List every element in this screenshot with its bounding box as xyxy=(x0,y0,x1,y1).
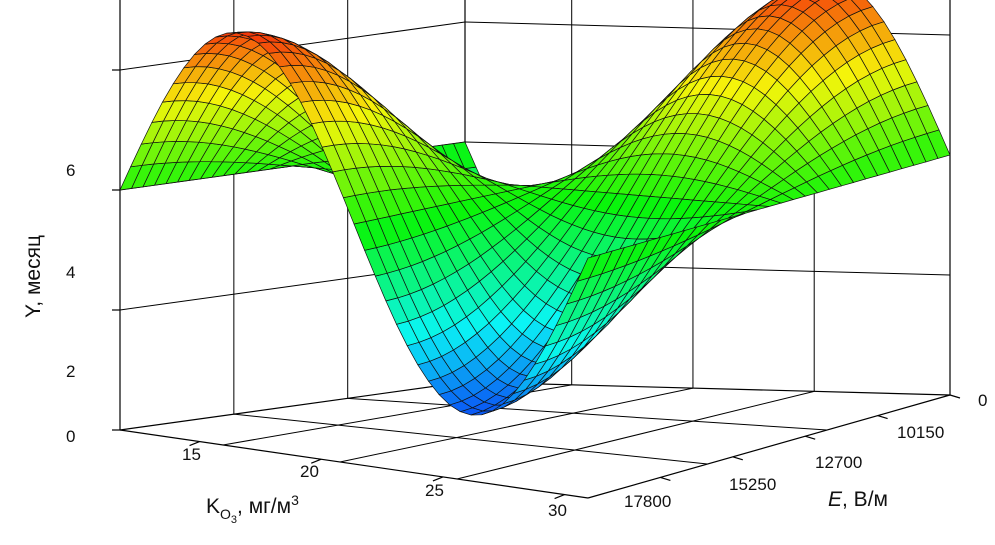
floor-gridline xyxy=(233,413,708,465)
y-tick-mark xyxy=(732,456,743,461)
x-axis-units: , мг/м xyxy=(237,495,291,518)
x-tick-label: 25 xyxy=(425,481,444,500)
y-tick-mark xyxy=(805,435,816,440)
surface-patch xyxy=(576,254,601,282)
z-tick-label: 4 xyxy=(66,263,75,282)
x-tick-label: 15 xyxy=(182,445,201,464)
y-axis: 0 10150 12700 15250 17800 E, В/м xyxy=(624,391,987,511)
y-tick-mark xyxy=(660,476,671,481)
x-tick-mark xyxy=(311,458,322,464)
y-tick-label: 10150 xyxy=(897,423,944,442)
surface-patch xyxy=(236,31,260,37)
y-axis-units: , В/м xyxy=(842,488,888,511)
z-tick-label: 0 xyxy=(66,427,75,446)
y-tick-label: 12700 xyxy=(815,453,862,472)
y-tick-label: 0 xyxy=(978,391,987,410)
floor-front-edge xyxy=(119,429,589,499)
y-tick-label: 17800 xyxy=(624,492,671,511)
y-axis-label: E, В/м xyxy=(828,488,888,511)
x-axis-superscript: 3 xyxy=(291,492,299,508)
y-axis-symbol: E xyxy=(828,488,843,511)
x-tick-mark xyxy=(432,476,444,482)
floor-gridline xyxy=(347,397,827,431)
axis-box-front xyxy=(112,69,961,500)
x-tick-mark xyxy=(189,441,200,447)
z-tick-label: 2 xyxy=(66,362,75,381)
left-wall-bottom-edge xyxy=(119,381,466,431)
x-tick-label: 20 xyxy=(300,462,319,481)
x-axis-symbol: K xyxy=(206,495,220,518)
floor-gridline xyxy=(456,390,815,480)
y-tick-mark xyxy=(877,415,888,420)
x-axis-sub-subscript: 3 xyxy=(231,514,237,526)
z-axis: 0 2 4 6 Y, месяц xyxy=(22,161,75,446)
x-tick-label: 30 xyxy=(548,501,567,520)
floor-right-edge xyxy=(587,394,951,499)
z-tick-label: 6 xyxy=(66,161,75,180)
x-axis-label: KO3, мг/м3 xyxy=(206,492,299,526)
floor-gridline xyxy=(339,387,694,463)
y-tick-mark xyxy=(949,394,961,399)
surface xyxy=(119,0,951,416)
x-axis: 15 20 25 30 KO3, мг/м3 xyxy=(182,445,567,526)
z-axis-label: Y, месяц xyxy=(22,235,45,318)
back-wall-bottom-edge xyxy=(464,381,951,396)
y-tick-label: 15250 xyxy=(729,475,776,494)
x-axis-subscript: O xyxy=(220,506,231,522)
x-tick-mark xyxy=(554,494,565,500)
